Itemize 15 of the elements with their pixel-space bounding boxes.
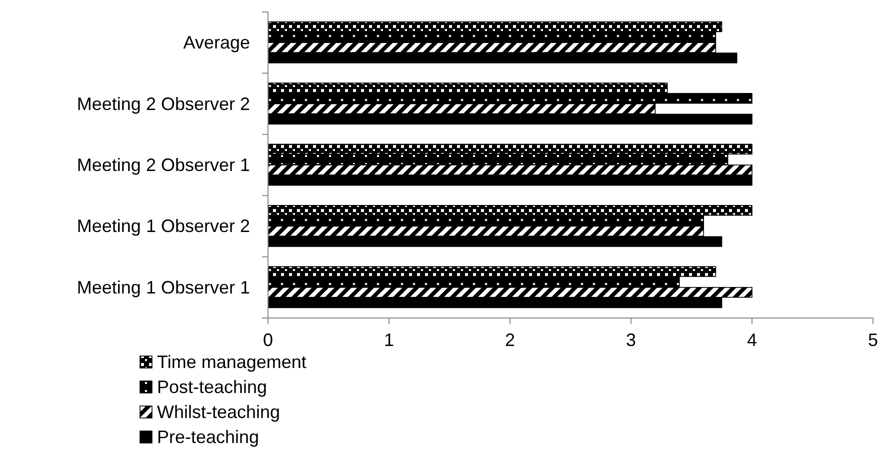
x-tick-label: 4 (746, 330, 758, 350)
x-tick-label: 0 (262, 330, 274, 350)
y-tick-label: Meeting 2 Observer 1 (76, 155, 250, 175)
legend-label: Whilst-teaching (157, 402, 280, 422)
x-tick-label: 2 (504, 330, 516, 350)
y-tick-label: Meeting 2 Observer 2 (76, 94, 250, 114)
x-tick-label: 3 (626, 330, 636, 350)
y-tick-label: Meeting 1 Observer 1 (76, 277, 250, 298)
legend-label: Time management (157, 352, 306, 372)
x-tick-label: 1 (384, 330, 394, 350)
legend-label: Post-teaching (157, 377, 268, 397)
y-tick-label: Average (183, 32, 250, 53)
x-tick-label: 5 (868, 330, 878, 350)
y-tick-label: Meeting 1 Observer 2 (76, 216, 250, 236)
legend-label: Pre-teaching (157, 427, 260, 447)
